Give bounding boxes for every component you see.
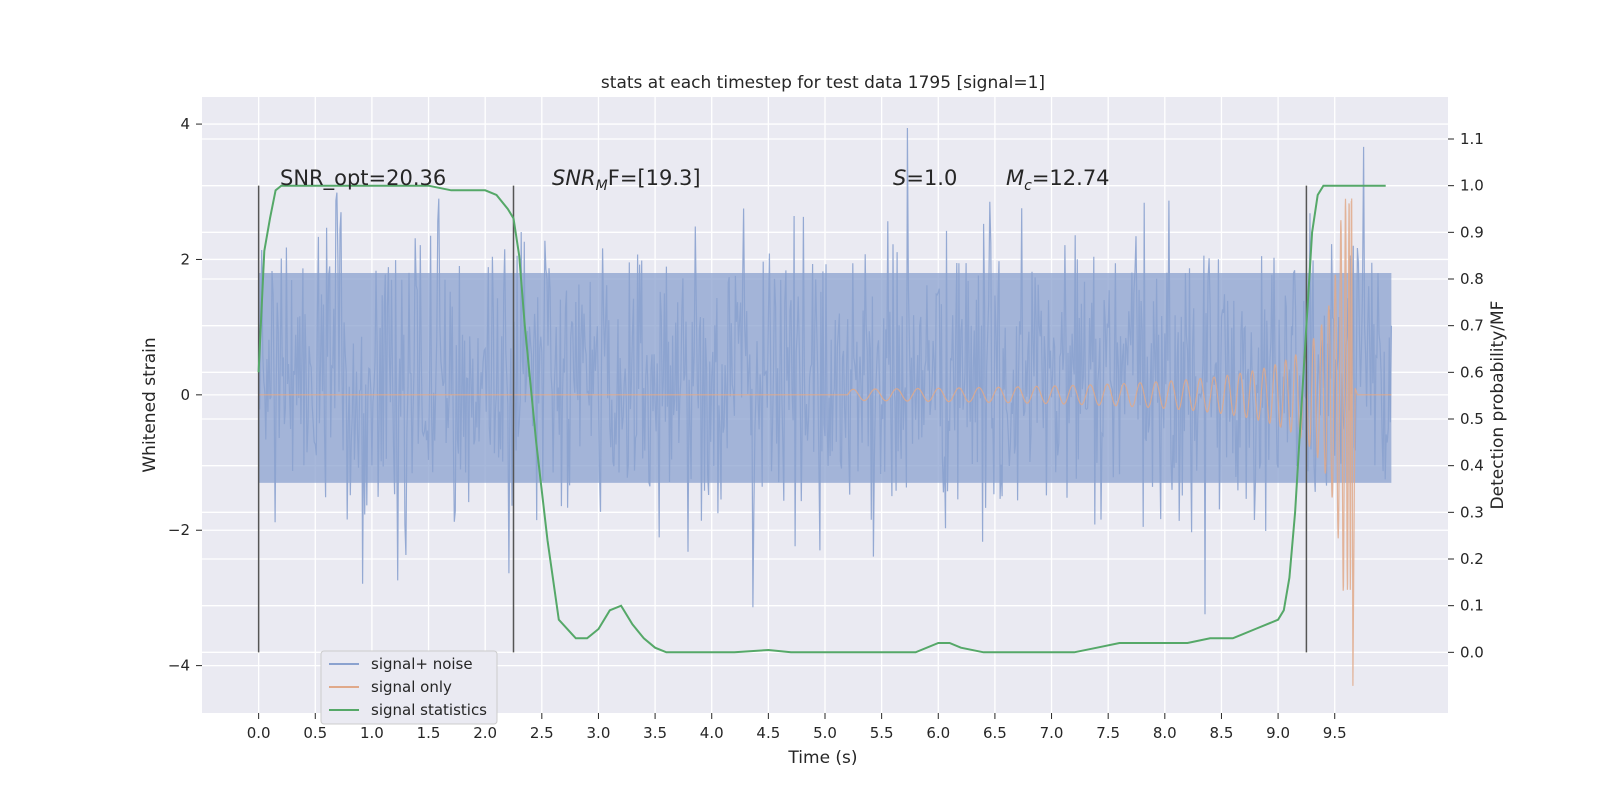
- y2-tick-label: 0.4: [1460, 457, 1484, 475]
- y2-tick-label: 0.7: [1460, 317, 1484, 335]
- x-tick-label: 8.0: [1153, 724, 1177, 742]
- y-tick-label: −4: [168, 657, 190, 675]
- chart-title: stats at each timestep for test data 179…: [601, 73, 1045, 93]
- snr-mf-sub: M: [596, 178, 608, 194]
- y2-axis-label: Detection probability/MF: [1488, 301, 1508, 510]
- y2-tick-label: 0.2: [1460, 550, 1484, 568]
- series-signal-noise: [258, 127, 1392, 615]
- annotation-snr-mf: SNRMF=[19.3]: [552, 166, 701, 194]
- x-tick-label: 2.5: [530, 724, 554, 742]
- series-signal-statistics: [257, 184, 1386, 654]
- y2-tick-label: 0.9: [1460, 223, 1484, 241]
- snr-mf-rest: F=[19.3]: [608, 166, 701, 190]
- annotation-s: S=1.0: [893, 166, 957, 190]
- x-tick-label: 0.5: [303, 724, 327, 742]
- legend: signal+ noise signal only signal statist…: [320, 650, 498, 725]
- legend-box: [320, 650, 498, 725]
- annotation-mc: Mc=12.74: [1006, 166, 1110, 194]
- x-tick-label: 2.0: [473, 724, 497, 742]
- annotation-snr-opt: SNR_opt=20.36: [280, 166, 446, 191]
- x-tick-label: 9.0: [1266, 724, 1290, 742]
- x-tick-label: 3.5: [643, 724, 667, 742]
- s-rest: =1.0: [906, 166, 957, 190]
- legend-label-signal-only: signal only: [371, 678, 452, 696]
- y-tick-label: 2: [180, 250, 190, 268]
- y-tick-label: −2: [168, 521, 190, 539]
- y2-tick-label: 0.1: [1460, 597, 1484, 615]
- x-tick-label: 4.0: [700, 724, 724, 742]
- x-tick-label: 8.5: [1210, 724, 1234, 742]
- legend-label-signal-noise: signal+ noise: [371, 655, 473, 673]
- mc-italic: M: [1006, 166, 1024, 190]
- y2-tick-label: 0.8: [1460, 270, 1484, 288]
- data-layer: [257, 127, 1392, 686]
- y2-tick-label: 0.6: [1460, 363, 1484, 381]
- x-tick-label: 7.5: [1096, 724, 1120, 742]
- y-tick-label: 4: [180, 115, 190, 133]
- y-tick-label: 0: [180, 386, 190, 404]
- s-italic: S: [893, 166, 906, 190]
- axes-layer: 4 2 0 −2 −4 1.1 1.0 0.9 0.8 0.7 0.6 0.5 0.4 0.3 0.2 0.1…: [168, 115, 1484, 742]
- y2-tick-label: 0.0: [1460, 643, 1484, 661]
- x-tick-label: 1.0: [360, 724, 384, 742]
- x-tick-label: 5.0: [813, 724, 837, 742]
- y2-tick-label: 1.1: [1460, 130, 1484, 148]
- snr-mf-base: SNR: [552, 166, 596, 190]
- x-axis-label: Time (s): [787, 748, 857, 768]
- x-tick-label: 3.0: [587, 724, 611, 742]
- legend-label-signal-statistics: signal statistics: [371, 701, 487, 719]
- series-signal-only: [258, 198, 1392, 686]
- x-tick-label: 7.0: [1040, 724, 1064, 742]
- x-tick-label: 6.5: [983, 724, 1007, 742]
- x-tick-label: 0.0: [247, 724, 271, 742]
- x-tick-label: 6.0: [926, 724, 950, 742]
- mc-sub: c: [1024, 178, 1032, 194]
- x-tick-label: 5.5: [870, 724, 894, 742]
- y2-tick-label: 0.3: [1460, 503, 1484, 521]
- mc-rest: =12.74: [1032, 166, 1110, 190]
- y-axis-label: Whitened strain: [140, 337, 160, 472]
- x-tick-label: 9.5: [1323, 724, 1347, 742]
- x-tick-label: 4.5: [756, 724, 780, 742]
- x-tick-label: 1.5: [417, 724, 441, 742]
- y2-tick-label: 1.0: [1460, 177, 1484, 195]
- y2-tick-label: 0.5: [1460, 410, 1484, 428]
